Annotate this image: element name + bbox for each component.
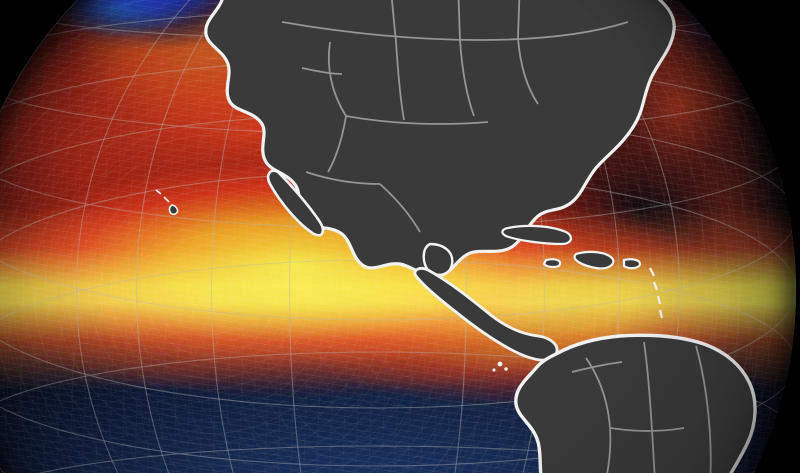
- south-america-landmass: [514, 333, 757, 473]
- lesser-antilles: [649, 267, 664, 319]
- north-america-landmass: [204, 0, 676, 278]
- central-america: [413, 267, 559, 362]
- hawaiian-islands: [155, 189, 179, 216]
- south-america: [514, 333, 757, 473]
- north-america: [204, 0, 676, 278]
- jamaica: [542, 258, 562, 269]
- galapagos-islands: [492, 361, 508, 372]
- puerto-rico: [622, 258, 642, 270]
- hispaniola: [573, 250, 615, 270]
- caribbean-islands: [501, 224, 664, 319]
